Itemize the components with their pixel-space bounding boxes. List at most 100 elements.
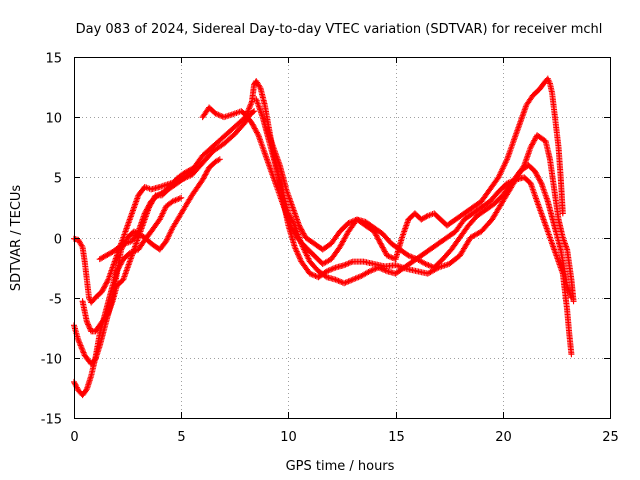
y-tick-label: -15 <box>41 413 62 428</box>
data-point <box>118 260 125 267</box>
data-point <box>117 261 124 268</box>
data-point <box>295 252 302 259</box>
data-point <box>154 192 161 199</box>
data-point <box>529 140 536 147</box>
data-point <box>247 102 254 109</box>
data-point <box>103 279 110 286</box>
data-point <box>375 236 382 243</box>
data-point <box>182 169 189 176</box>
data-point <box>80 349 87 356</box>
data-point <box>342 279 349 286</box>
data-point <box>286 213 293 220</box>
data-point <box>246 104 253 111</box>
data-point <box>311 272 318 279</box>
data-point <box>200 175 207 182</box>
y-axis-label: SDTVAR / TECUs <box>9 185 24 292</box>
data-point <box>300 230 307 237</box>
data-point <box>375 264 382 271</box>
data-point <box>157 190 164 197</box>
data-point <box>142 209 149 216</box>
data-point <box>344 260 351 267</box>
data-point <box>253 129 260 136</box>
data-point <box>535 175 542 182</box>
data-point <box>75 338 82 345</box>
y-tick-label: 5 <box>54 172 62 187</box>
data-point <box>83 318 90 325</box>
data-point <box>293 247 300 254</box>
data-point <box>244 108 251 115</box>
data-point <box>288 215 295 222</box>
x-tick-label: 15 <box>388 430 405 445</box>
data-point <box>99 287 106 294</box>
data-point <box>146 201 153 208</box>
data-point <box>335 277 342 284</box>
data-point <box>379 266 386 273</box>
data-point <box>215 157 222 164</box>
data-point <box>115 265 122 272</box>
data-point <box>408 253 415 260</box>
data-point <box>102 281 109 288</box>
data-point <box>250 109 257 116</box>
data-point <box>374 233 381 240</box>
data-point <box>409 254 416 261</box>
axis-layer: 0 5 10 15 20 25 -15 -10 -5 0 5 10 15 <box>41 52 619 446</box>
data-point <box>98 255 105 262</box>
data-point <box>412 255 419 262</box>
x-tick-label: 5 <box>177 430 185 445</box>
y-tick-label: 10 <box>45 112 62 127</box>
data-point <box>534 173 541 180</box>
data-point <box>77 341 84 348</box>
data-point <box>372 231 379 238</box>
data-point <box>146 202 153 209</box>
data-point <box>536 176 543 183</box>
data-point <box>252 126 259 133</box>
data-point <box>116 264 123 271</box>
data-point <box>186 167 193 174</box>
data-point <box>355 274 362 281</box>
data-point <box>331 265 338 272</box>
data-point <box>378 241 385 248</box>
data-point <box>202 171 209 178</box>
data-point <box>369 266 376 273</box>
data-point <box>349 276 356 283</box>
data-point <box>424 261 431 268</box>
data-point <box>530 138 537 145</box>
data-point <box>345 260 352 267</box>
data-point <box>366 268 373 275</box>
data-point <box>77 342 84 349</box>
data-point <box>382 249 389 256</box>
series-track-c <box>71 108 258 306</box>
data-point <box>295 251 302 258</box>
data-point <box>333 277 340 284</box>
data-point <box>346 219 353 226</box>
data-point <box>377 240 384 247</box>
data-point <box>185 167 192 174</box>
data-point <box>181 170 188 177</box>
data-point <box>328 266 335 273</box>
data-point <box>101 283 108 290</box>
data-point <box>84 320 91 327</box>
data-point <box>381 247 388 254</box>
data-point <box>105 251 112 258</box>
data-point <box>341 262 348 269</box>
data-point <box>298 227 305 234</box>
data-point <box>98 288 105 295</box>
data-point <box>100 285 107 292</box>
data-point <box>251 124 258 131</box>
data-point <box>418 216 425 223</box>
data-point <box>425 262 432 269</box>
data-point <box>351 276 358 283</box>
data-point <box>351 217 358 224</box>
data-point <box>204 167 211 174</box>
x-tick-label: 25 <box>602 430 619 445</box>
data-point <box>203 168 210 175</box>
y-tick-label: -10 <box>41 353 62 368</box>
data-point <box>191 164 198 171</box>
data-point <box>531 137 538 144</box>
data-point <box>381 266 388 273</box>
grid-layer <box>74 57 610 418</box>
data-point <box>322 273 329 280</box>
data-point <box>245 107 252 114</box>
y-tick-label: 0 <box>54 233 62 248</box>
data-point <box>76 339 83 346</box>
